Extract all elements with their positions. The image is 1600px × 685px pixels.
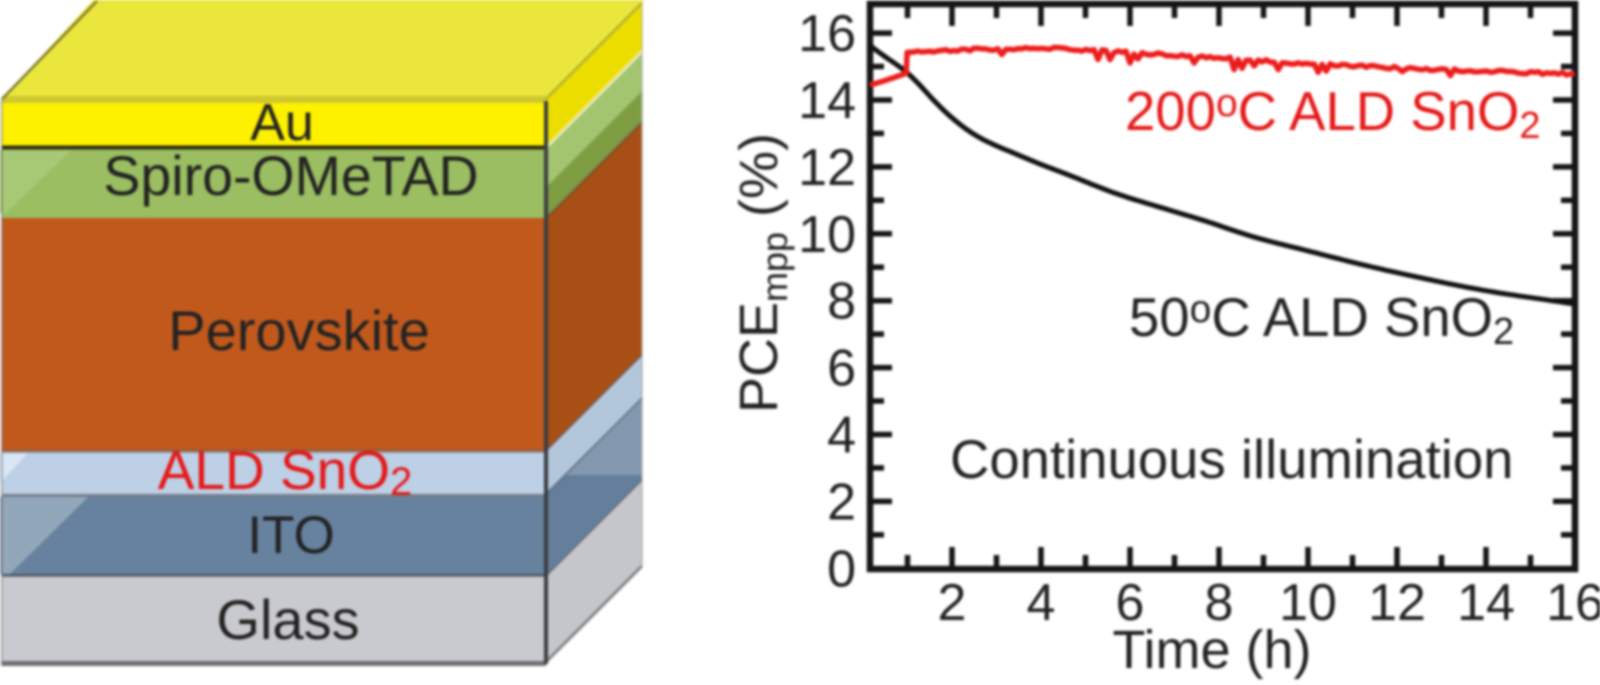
svg-text:Time (h): Time (h) xyxy=(1113,620,1312,680)
svg-text:Au: Au xyxy=(250,94,314,152)
svg-text:50oC ALD SnO2: 50oC ALD SnO2 xyxy=(1129,287,1514,353)
svg-text:4: 4 xyxy=(1027,574,1056,632)
svg-text:16: 16 xyxy=(1546,574,1600,632)
svg-text:6: 6 xyxy=(827,340,856,398)
svg-text:14: 14 xyxy=(798,72,856,130)
svg-text:6: 6 xyxy=(1116,574,1145,632)
svg-text:Spiro-OMeTAD: Spiro-OMeTAD xyxy=(103,145,478,207)
svg-text:Perovskite: Perovskite xyxy=(168,299,429,362)
svg-text:2: 2 xyxy=(938,574,967,632)
svg-text:10: 10 xyxy=(1279,574,1337,632)
svg-text:PCEmpp (%): PCEmpp (%) xyxy=(729,133,795,413)
svg-text:ITO: ITO xyxy=(247,506,334,565)
svg-text:ALD SnO2: ALD SnO2 xyxy=(158,439,413,504)
svg-text:4: 4 xyxy=(827,407,856,465)
svg-text:8: 8 xyxy=(827,273,856,331)
svg-text:Glass: Glass xyxy=(216,588,359,651)
svg-text:12: 12 xyxy=(798,139,856,197)
svg-text:16: 16 xyxy=(798,5,856,63)
svg-text:8: 8 xyxy=(1205,574,1234,632)
svg-text:14: 14 xyxy=(1457,574,1515,632)
svg-text:10: 10 xyxy=(798,206,856,264)
svg-text:12: 12 xyxy=(1368,574,1426,632)
svg-text:2: 2 xyxy=(827,473,856,531)
svg-text:200oC ALD SnO2: 200oC ALD SnO2 xyxy=(1125,81,1541,147)
svg-text:0: 0 xyxy=(827,540,856,598)
svg-text:Continuous illumination: Continuous illumination xyxy=(950,429,1514,490)
